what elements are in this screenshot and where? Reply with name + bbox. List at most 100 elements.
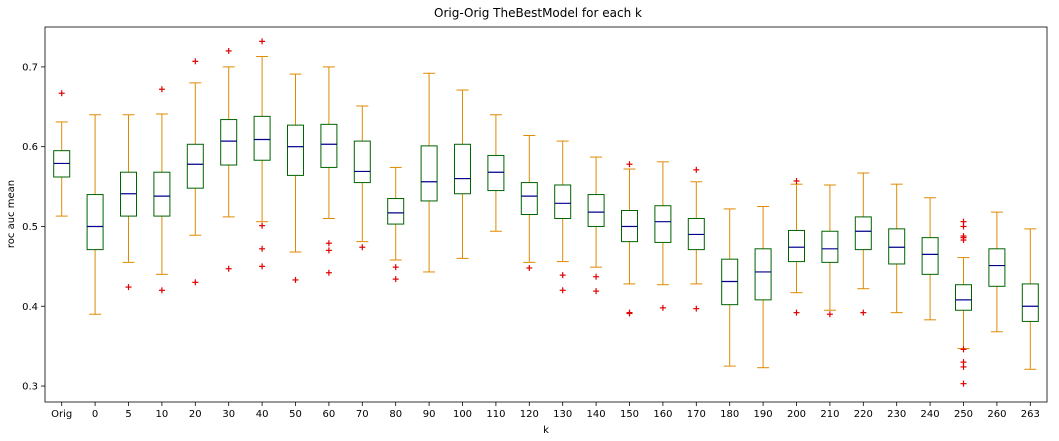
- box-200: [788, 229, 805, 263]
- x-tick-label: 130: [553, 409, 572, 420]
- box-80: [387, 198, 405, 225]
- outlier-marker: [225, 265, 232, 272]
- outlier-marker: [793, 309, 800, 316]
- outlier-marker: [259, 245, 266, 252]
- box-10: [153, 171, 171, 217]
- x-tick-label: 190: [754, 409, 773, 420]
- x-tick-label: 263: [1021, 409, 1040, 420]
- box-110: [487, 154, 505, 192]
- box-260: [988, 248, 1006, 287]
- outlier-marker: [259, 222, 266, 229]
- outlier-marker: [259, 263, 266, 270]
- x-tick-label: 5: [125, 409, 131, 420]
- outlier-marker: [125, 284, 132, 291]
- outlier-marker: [392, 264, 399, 271]
- x-tick-label: 260: [987, 409, 1006, 420]
- box-190: [754, 248, 772, 301]
- y-tick-label: 0.4: [22, 302, 38, 313]
- x-tick-label: 80: [389, 409, 402, 420]
- x-tick-label: Orig: [51, 409, 72, 420]
- x-tick-label: 180: [720, 409, 739, 420]
- outlier-marker: [325, 269, 332, 276]
- x-tick-label: 40: [256, 409, 269, 420]
- plot-frame: [44, 26, 1048, 403]
- box-250: [955, 284, 972, 311]
- box-70: [353, 140, 371, 184]
- outlier-marker: [626, 161, 633, 168]
- box-140: [587, 194, 605, 227]
- outlier-marker: [960, 218, 967, 225]
- x-tick-label: 210: [820, 409, 839, 420]
- y-tick-label: 0.6: [22, 142, 38, 153]
- x-tick-label: 170: [687, 409, 706, 420]
- outlier-marker: [559, 272, 566, 279]
- box-50: [287, 124, 304, 176]
- box-210: [821, 230, 839, 263]
- outlier-marker: [693, 305, 700, 312]
- y-axis-label: roc auc mean: [6, 180, 17, 248]
- outlier-marker: [325, 247, 332, 254]
- x-tick-label: 100: [453, 409, 472, 420]
- outlier-marker: [960, 380, 967, 387]
- x-axis-label: k: [543, 425, 549, 436]
- outlier-marker: [593, 288, 600, 295]
- x-tick-label: 240: [921, 409, 940, 420]
- y-tick-label: 0.7: [22, 62, 38, 73]
- box-30: [220, 119, 238, 166]
- x-tick-label: 140: [587, 409, 606, 420]
- y-tick-label: 0.5: [22, 222, 38, 233]
- x-tick-label: 110: [486, 409, 505, 420]
- x-tick-label: 250: [954, 409, 973, 420]
- x-tick-label: 50: [289, 409, 302, 420]
- box-0: [86, 194, 104, 251]
- outlier-marker: [192, 279, 199, 286]
- box-263: [1021, 283, 1039, 322]
- box-90: [420, 145, 438, 202]
- x-tick-label: 60: [323, 409, 336, 420]
- outlier-marker: [58, 90, 65, 97]
- outlier-marker: [693, 166, 700, 173]
- box-230: [888, 228, 906, 265]
- box-220: [854, 216, 872, 251]
- x-tick-label: 160: [653, 409, 672, 420]
- outlier-marker: [826, 311, 833, 318]
- outlier-marker: [960, 346, 967, 353]
- outlier-marker: [793, 177, 800, 184]
- outlier-marker: [292, 276, 299, 283]
- outlier-marker: [192, 58, 199, 65]
- outlier-marker: [659, 304, 666, 311]
- outlier-marker: [960, 359, 967, 366]
- x-tick-label: 20: [189, 409, 202, 420]
- x-tick-label: 230: [887, 409, 906, 420]
- outlier-marker: [860, 309, 867, 316]
- x-tick-label: 150: [620, 409, 639, 420]
- x-tick-label: 120: [520, 409, 539, 420]
- outlier-marker: [325, 240, 332, 247]
- box-100: [454, 143, 471, 195]
- box-120: [520, 182, 538, 216]
- x-tick-label: 200: [787, 409, 806, 420]
- outlier-marker: [359, 244, 366, 251]
- outlier-marker: [593, 273, 600, 280]
- x-tick-label: 0: [92, 409, 98, 420]
- outlier-marker: [392, 276, 399, 283]
- x-tick-label: 220: [854, 409, 873, 420]
- outlier-marker: [259, 38, 266, 45]
- outlier-marker: [626, 309, 633, 316]
- y-tick-label: 0.3: [22, 382, 38, 393]
- plot-area: 0.3 0.4 0.5 0.6 0.7 Orig 0 5 10 20 30 40 50 60 70 80 90 1…: [22, 38, 1040, 420]
- outlier-marker: [225, 47, 232, 54]
- x-tick-label: 30: [222, 409, 235, 420]
- box-20: [186, 143, 204, 189]
- outlier-marker: [960, 233, 967, 240]
- outlier-marker: [526, 264, 533, 271]
- box-160: [654, 205, 672, 243]
- box-40: [253, 115, 271, 161]
- outlier-marker: [158, 287, 165, 294]
- outlier-marker: [559, 287, 566, 294]
- x-tick-label: 10: [156, 409, 169, 420]
- x-tick-label: 70: [356, 409, 369, 420]
- box-130: [554, 184, 572, 219]
- box-240: [921, 237, 939, 275]
